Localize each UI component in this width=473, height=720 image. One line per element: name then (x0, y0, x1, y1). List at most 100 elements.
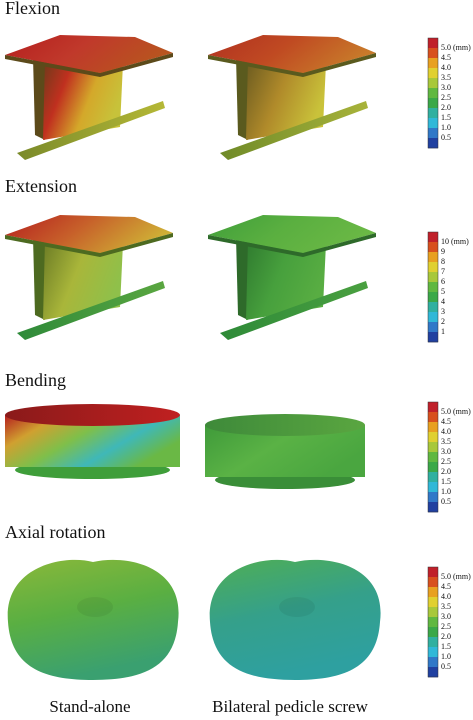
colorbar-label: 3.0 (441, 83, 451, 92)
colorbar-label: 2.5 (441, 622, 451, 631)
colorbar-segment (428, 138, 438, 149)
implant-roof (5, 35, 173, 73)
colorbar-label: 8 (441, 257, 445, 266)
colorbar-label: 3 (441, 307, 445, 316)
colorbar-label: 4.0 (441, 63, 451, 72)
colorbar-label: 4.5 (441, 417, 451, 426)
implant-body (43, 60, 123, 140)
implant-side (236, 57, 250, 140)
colorbar-frame (427, 566, 439, 678)
colorbar-label: 9 (441, 247, 445, 256)
implant-plate (17, 101, 165, 160)
colorbar-label: 1.0 (441, 487, 451, 496)
colorbar-label: 6 (441, 277, 445, 286)
colorbar-segment (428, 657, 438, 668)
colorbar-segment (428, 432, 438, 443)
implant-render (5, 35, 173, 160)
colorbar-label: 2.0 (441, 467, 451, 476)
implant-body (246, 240, 326, 320)
colorbar-segment (428, 577, 438, 588)
colorbar-label: 1.5 (441, 477, 451, 486)
implant-render (208, 35, 376, 160)
implant-side (33, 237, 47, 320)
colorbar-label: 2.0 (441, 632, 451, 641)
endplate-render (7, 559, 179, 680)
colorbar-segment (428, 38, 438, 49)
colorbar-segment (428, 272, 438, 283)
colorbar-segment (428, 68, 438, 79)
colorbar-segment (428, 412, 438, 423)
colorbar-segment (428, 252, 438, 263)
colorbar-label: 2 (441, 317, 445, 326)
colorbar-segment (428, 302, 438, 313)
colorbar-label: 2.0 (441, 103, 451, 112)
colorbar-segment (428, 607, 438, 618)
implant-body (43, 240, 123, 320)
colorbar-segment (428, 667, 438, 678)
colorbar-segment (428, 58, 438, 69)
colorbar-segment (428, 502, 438, 513)
colorbar-frame (427, 37, 439, 149)
colorbar-label: 0.5 (441, 662, 451, 671)
disc-render (5, 404, 180, 479)
endplate-notch (77, 597, 113, 617)
colorbar-label: 5 (441, 287, 445, 296)
colorbar-label: 1.0 (441, 123, 451, 132)
colorbar-segment (428, 332, 438, 343)
disc-top (5, 404, 180, 426)
implant-body (246, 60, 326, 140)
colorbar-segment (428, 442, 438, 453)
colorbar-frame (427, 401, 439, 513)
colorbar-segment (428, 78, 438, 89)
colorbar-label: 0.5 (441, 497, 451, 506)
implant-roof-edge (5, 53, 173, 77)
implant-plate (220, 101, 368, 160)
colorbar-segment (428, 482, 438, 493)
colorbar-label: 3.0 (441, 612, 451, 621)
implant-roof-edge (5, 233, 173, 257)
implant-plate (220, 281, 368, 340)
colorbar-segment (428, 627, 438, 638)
colorbar-segment (428, 402, 438, 413)
panel-title: Axial rotation (5, 522, 105, 542)
colorbar-label: 0.5 (441, 133, 451, 142)
implant-side (33, 57, 47, 140)
colorbar-label: 5.0 (mm) (441, 43, 471, 52)
endplate-render (209, 559, 381, 680)
implant-roof (208, 35, 376, 73)
colorbar-frame (427, 231, 439, 343)
colorbar-segment (428, 292, 438, 303)
colorbar-segment (428, 48, 438, 59)
colorbar-segment (428, 322, 438, 333)
colorbar-segment (428, 637, 438, 648)
implant-render (208, 215, 376, 340)
implant-side (236, 237, 250, 320)
implant-roof (208, 215, 376, 253)
panel-title: Extension (5, 176, 77, 196)
colorbar-label: 3.0 (441, 447, 451, 456)
endplate-notch (279, 597, 315, 617)
colorbar-segment (428, 312, 438, 323)
colorbar-segment (428, 422, 438, 433)
colorbar-label: 2.5 (441, 457, 451, 466)
implant-roof-edge (208, 233, 376, 257)
colorbar-segment (428, 567, 438, 578)
colorbar-label: 4.5 (441, 582, 451, 591)
implant-render (5, 215, 173, 340)
colorbar-label: 1 (441, 327, 445, 336)
colorbar-label: 1.5 (441, 642, 451, 651)
colorbar-segment (428, 462, 438, 473)
colorbar-segment (428, 108, 438, 119)
colorbar-segment (428, 282, 438, 293)
colorbar-segment (428, 262, 438, 273)
colorbar-segment (428, 98, 438, 109)
colorbar-label: 1.5 (441, 113, 451, 122)
colorbar-label: 4 (441, 297, 445, 306)
colorbar-label: 1.0 (441, 652, 451, 661)
disc-top (205, 414, 365, 436)
colorbar-segment (428, 88, 438, 99)
colorbar-label: 4.0 (441, 427, 451, 436)
colorbar-label: 4.5 (441, 53, 451, 62)
colorbar-segment (428, 472, 438, 483)
